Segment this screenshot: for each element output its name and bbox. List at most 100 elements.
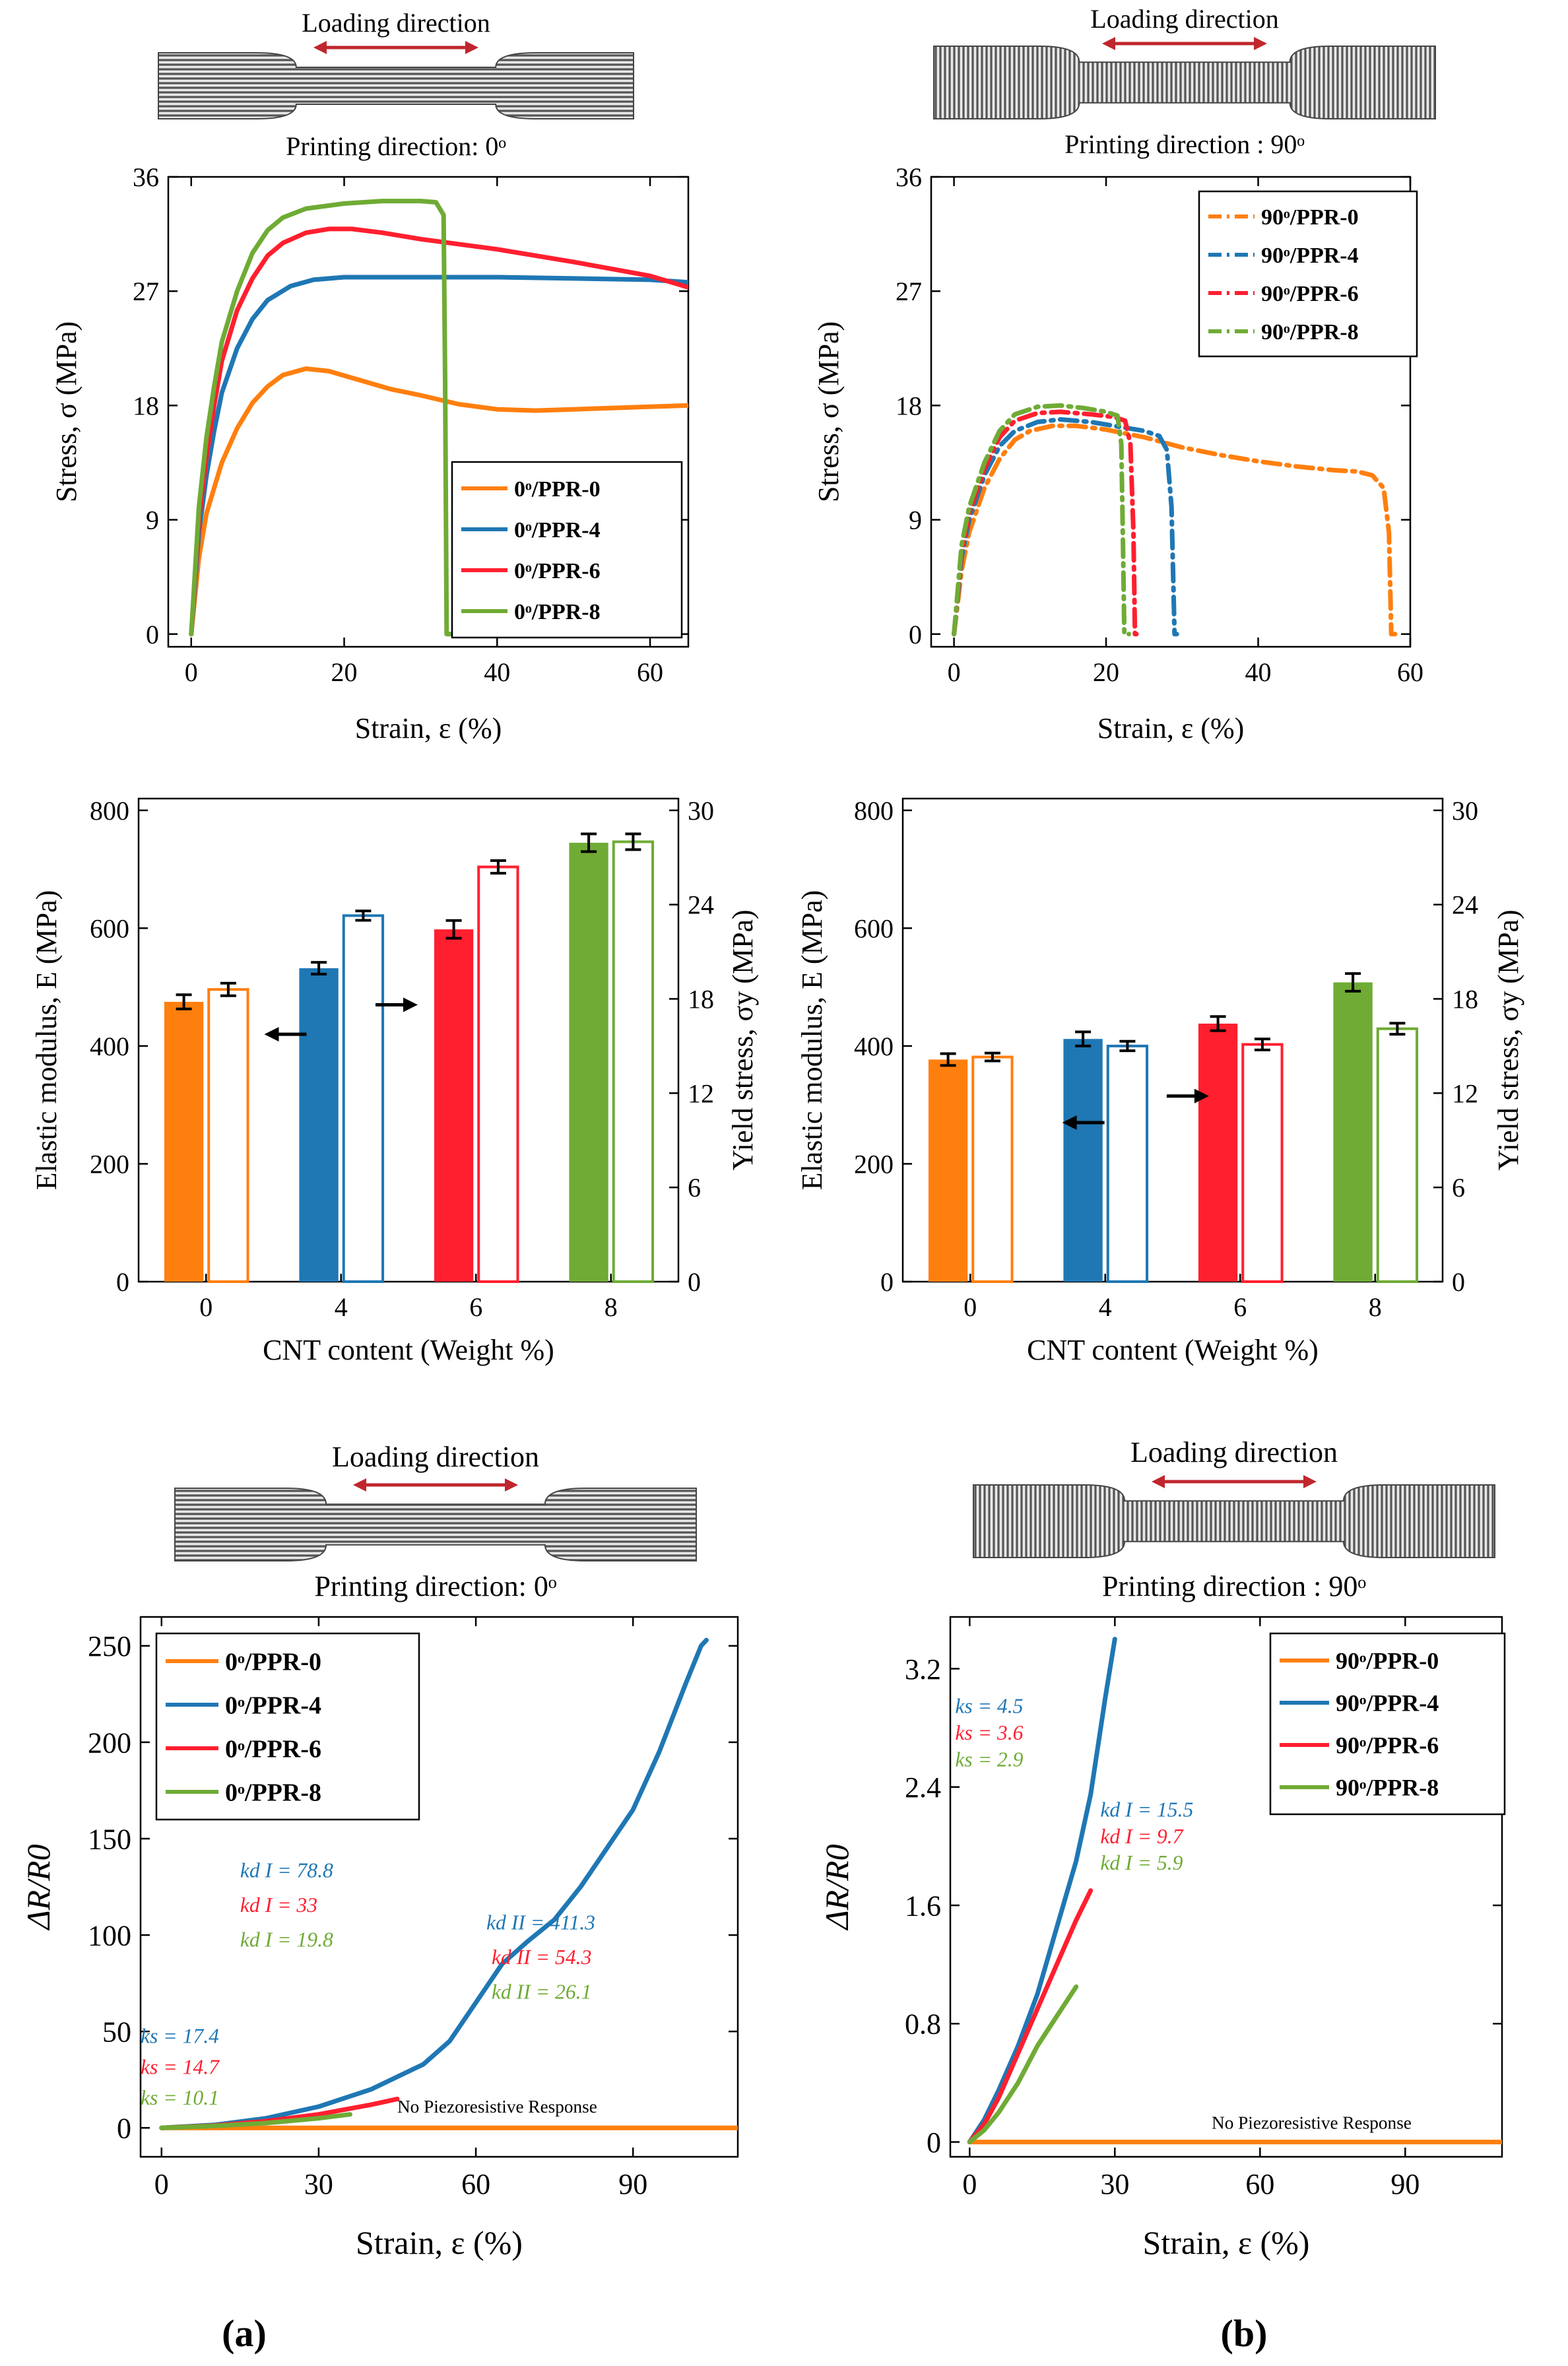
modulus-bar — [928, 1059, 968, 1282]
annotation-label: ks = 2.9 — [955, 1748, 1023, 1771]
modulus-yield-0-chart: 0 200 400 600 800 0 6 12 18 24 30 0 4 6 8 CNT content (… — [30, 796, 759, 1366]
x-tick-label: 90 — [618, 2168, 647, 2200]
annotation-label: kd II = 54.3 — [492, 1946, 592, 1969]
printing-direction-label: Printing direction : 90ᵒ — [1064, 129, 1305, 159]
series-line — [952, 423, 1398, 637]
legend-box — [155, 1632, 420, 1821]
specimen-hatch — [934, 46, 1435, 119]
series-line — [159, 1637, 709, 2130]
legend-entry: 90ᵒ/PPR-6 — [1336, 1732, 1439, 1759]
legend-entry: 90ᵒ/PPR-0 — [1261, 205, 1359, 230]
modulus-yield-90-chart: 0 200 400 600 800 0 6 12 18 24 30 0 4 6 8 CNT content (… — [796, 796, 1524, 1366]
modulus-bar — [1333, 982, 1373, 1282]
x-tick-label: 20 — [1093, 657, 1119, 687]
modulus-bar — [434, 929, 474, 1282]
x-tick-label: 8 — [1369, 1292, 1382, 1322]
y2-tick-label: 24 — [688, 890, 714, 920]
legend-entry: 0ᵒ/PPR-4 — [225, 1692, 321, 1719]
yield-bar — [342, 914, 385, 1283]
x-tick-label: 0 — [154, 2168, 169, 2200]
annotation-label: ks = 17.4 — [141, 2025, 219, 2048]
series-line — [189, 226, 688, 637]
series-line — [159, 2112, 352, 2130]
annotation-label: ks = 10.1 — [141, 2086, 219, 2109]
yield-bar — [971, 1055, 1014, 1283]
annotation-label: No Piezoresistive Response — [1212, 2113, 1412, 2132]
annotation-label: kd I = 33 — [240, 1893, 317, 1917]
y2-tick-label: 12 — [688, 1078, 714, 1108]
legend-entry: 90ᵒ/PPR-8 — [1336, 1775, 1439, 1801]
y-tick-label: 0 — [117, 2113, 131, 2145]
annotation-label: No Piezoresistive Response — [397, 2097, 597, 2117]
right-axis-arrow-head — [403, 997, 418, 1012]
annotation-label: kd I = 19.8 — [240, 1928, 333, 1952]
y-tick-label: 400 — [854, 1032, 894, 1061]
y-axis-label: Stress, σ (MPa) — [50, 321, 82, 502]
legend-entry: 90ᵒ/PPR-8 — [1261, 320, 1359, 345]
panel-label-b: (b) — [1221, 2312, 1268, 2355]
annotation-label: ks = 3.6 — [955, 1721, 1023, 1744]
legend-box — [451, 461, 683, 639]
x-axis-label: Strain, ε (%) — [355, 712, 502, 744]
loading-direction-label: Loading direction — [332, 1441, 539, 1473]
x-tick-label: 0 — [185, 657, 198, 687]
x-tick-label: 60 — [1245, 2168, 1274, 2200]
yield-bar — [477, 865, 519, 1284]
legend-entry: 0ᵒ/PPR-4 — [514, 518, 601, 542]
resistance-90-chart: 0 30 60 90 0 0.8 1.6 2.4 3.2 Strain, ε (%) ΔR/R0 90… — [818, 1616, 1506, 2261]
y2-tick-label: 12 — [1452, 1078, 1478, 1108]
plot-frame — [901, 797, 1444, 1283]
annotation-label: kd I = 15.5 — [1100, 1798, 1193, 1822]
annotation-label: ks = 14.7 — [141, 2055, 220, 2078]
y2-tick-label: 18 — [1452, 985, 1478, 1014]
series-line — [967, 1984, 1079, 2145]
y-axis-label: Elastic modulus, E (MPa) — [30, 890, 63, 1191]
plot-frame — [949, 1616, 1503, 2158]
resistance-0-chart: 0 30 60 90 0 50 100 150 200 250 Strain, ε (%) ΔR/R0… — [20, 1616, 739, 2261]
series-line — [952, 417, 1179, 637]
specimen-diagram-90: Loading direction Printing direction : 90… — [933, 4, 1436, 159]
specimen-diagram-90-bottom: Loading direction Printing direction : 90… — [973, 1436, 1495, 1602]
legend-entry: 0ᵒ/PPR-6 — [514, 559, 601, 583]
panel-label-a: (a) — [222, 2312, 267, 2355]
loading-arrow-right-head — [1254, 37, 1267, 50]
x-tick-label: 60 — [637, 657, 663, 687]
y-tick-label: 36 — [896, 162, 922, 192]
loading-arrow-left-head — [313, 41, 327, 54]
x-tick-label: 60 — [1397, 657, 1423, 687]
annotation-label: ks = 4.5 — [955, 1695, 1023, 1718]
y-tick-label: 3.2 — [905, 1653, 941, 1686]
y-tick-label: 50 — [102, 2016, 131, 2049]
y2-tick-label: 18 — [688, 985, 714, 1014]
y-tick-label: 9 — [146, 506, 159, 535]
annotation-label: kd II = 26.1 — [492, 1980, 592, 2003]
yield-bar — [1241, 1043, 1284, 1284]
legend-entry: 0ᵒ/PPR-8 — [514, 600, 601, 624]
y2-tick-label: 30 — [688, 796, 714, 826]
annotation-label: kd II = 411.3 — [486, 1911, 595, 1934]
specimen-diagram-0: Loading direction Printing direction: 0ᵒ — [158, 8, 634, 161]
y-tick-label: 18 — [133, 391, 159, 420]
y-tick-label: 27 — [133, 277, 159, 306]
y2-tick-label: 0 — [1452, 1267, 1465, 1297]
y-axis-label: ΔR/R0 — [818, 1844, 855, 1930]
y-tick-label: 0 — [927, 2126, 941, 2159]
y-tick-label: 400 — [90, 1032, 129, 1061]
specimen-hatch — [974, 1485, 1494, 1558]
specimen-outline — [973, 1484, 1495, 1558]
y2-tick-label: 0 — [688, 1267, 701, 1297]
plot-frame — [930, 176, 1412, 648]
modulus-bar — [164, 1001, 204, 1282]
series-group — [189, 199, 688, 637]
series-line — [967, 1888, 1094, 2145]
x-tick-label: 6 — [469, 1292, 482, 1322]
left-axis-arrow-head — [1062, 1115, 1077, 1130]
annotation-label: kd I = 78.8 — [240, 1858, 333, 1882]
loading-arrow-right-head — [505, 1478, 518, 1492]
annotation-label: kd I = 5.9 — [1100, 1851, 1183, 1874]
y-tick-label: 600 — [854, 913, 894, 943]
specimen-diagram-0-bottom: Loading direction Printing direction: 0ᵒ — [174, 1441, 697, 1602]
legend-box — [1198, 190, 1418, 358]
x-axis-label: CNT content (Weight %) — [1027, 1334, 1319, 1366]
series-line — [189, 275, 688, 637]
